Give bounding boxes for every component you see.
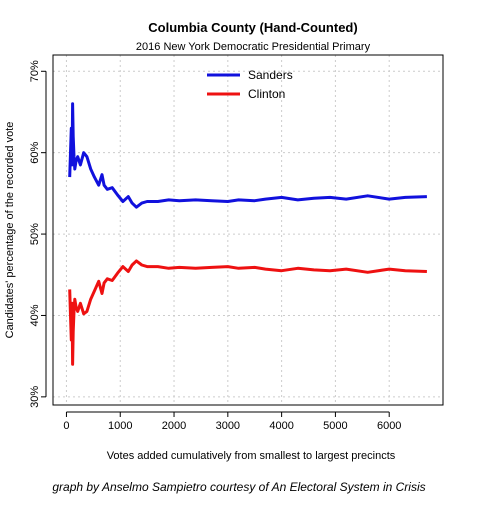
y-tick-label: 30% bbox=[29, 386, 41, 408]
x-tick-label: 4000 bbox=[269, 420, 293, 432]
y-tick-label: 70% bbox=[29, 60, 41, 82]
series-layer bbox=[68, 102, 427, 366]
y-tick-label: 60% bbox=[29, 141, 41, 163]
y-tick-label: 50% bbox=[29, 223, 41, 245]
legend-label-clinton: Clinton bbox=[248, 87, 285, 101]
chart-subtitle: 2016 New York Democratic Presidential Pr… bbox=[136, 41, 371, 53]
y-tick-label: 40% bbox=[29, 304, 41, 326]
y-axis-label: Candidates' percentage of the recorded v… bbox=[4, 122, 16, 339]
plot-frame bbox=[52, 54, 444, 406]
chart-caption: graph by Anselmo Sampietro courtesy of A… bbox=[52, 480, 426, 494]
chart-title: Columbia County (Hand-Counted) bbox=[148, 20, 357, 35]
x-tick-label: 3000 bbox=[216, 420, 240, 432]
x-tick-label: 1000 bbox=[108, 420, 132, 432]
legend: Sanders Clinton bbox=[207, 68, 293, 101]
x-tick-label: 2000 bbox=[162, 420, 186, 432]
x-tick-label: 6000 bbox=[377, 420, 401, 432]
series-line-clinton bbox=[68, 259, 427, 366]
x-tick-label: 5000 bbox=[323, 420, 347, 432]
x-tick-label: 0 bbox=[63, 420, 69, 432]
series-line-sanders bbox=[68, 102, 427, 209]
x-axis-label: Votes added cumulatively from smallest t… bbox=[107, 450, 396, 462]
grid-lines bbox=[53, 55, 443, 405]
legend-label-sanders: Sanders bbox=[248, 68, 293, 82]
axes: 0 1000 2000 3000 4000 5000 6000 30% 40% 50% 60% 70% bbox=[29, 60, 401, 432]
line-chart: Columbia County (Hand-Counted) 2016 New … bbox=[4, 20, 444, 462]
